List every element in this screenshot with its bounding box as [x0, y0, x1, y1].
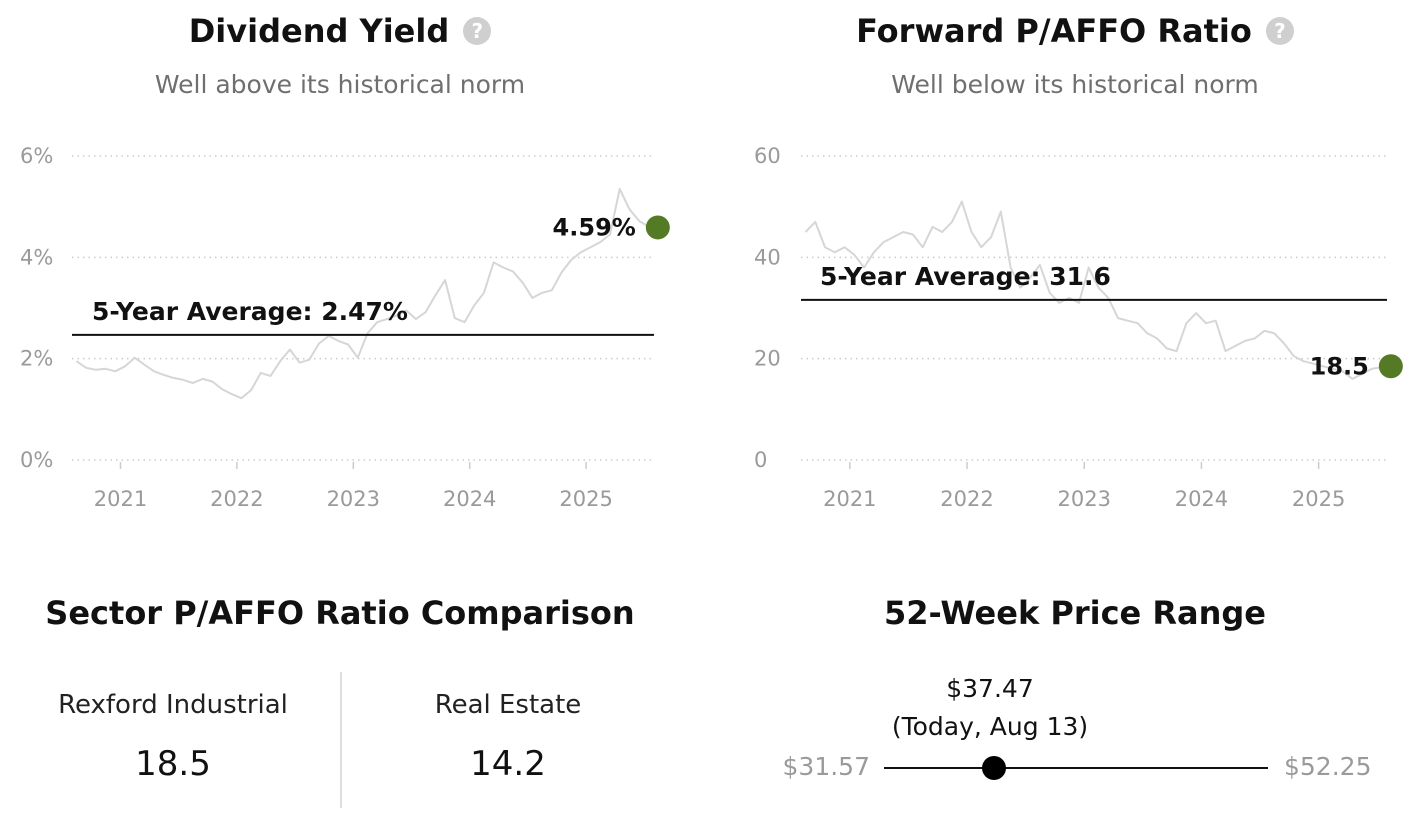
y-tick-label: 20 [754, 347, 781, 371]
x-tick-label: 2023 [1058, 487, 1111, 511]
dividend-yield-chart: Dividend Yield? Well above its historica… [0, 0, 680, 520]
x-tick-label: 2021 [823, 487, 876, 511]
x-tick-label: 2024 [443, 487, 496, 511]
forward-paffo-chart: Forward P/AFFO Ratio? Well below its his… [730, 0, 1420, 520]
y-tick-label: 4% [20, 245, 53, 269]
sector-item-value: 14.2 [470, 744, 546, 784]
x-tick-label: 2022 [210, 487, 263, 511]
current-value-label: 4.59% [553, 213, 636, 241]
x-tick-label: 2024 [1175, 487, 1228, 511]
forward-paffo-subtitle: Well below its historical norm [891, 70, 1259, 99]
x-tick-label: 2022 [940, 487, 993, 511]
range-low-label: $31.57 [782, 752, 870, 781]
y-tick-label: 0 [754, 448, 767, 472]
range-high-label: $52.25 [1284, 752, 1372, 781]
forward-paffo-plot: 0 20 40 60 2021 2022 2023 2024 2025 5-Year Averag… [754, 144, 1403, 511]
chart-title-dividend-yield: Dividend Yield? [0, 12, 680, 50]
x-tick-label: 2025 [1292, 487, 1345, 511]
sector-item-name: Real Estate [434, 690, 582, 720]
current-price-label: $37.47 [946, 674, 1034, 703]
current-value-marker [1378, 354, 1403, 379]
y-tick-label: 60 [754, 144, 781, 168]
sector-item-rexford: Rexford Industrial 18.5 [8, 690, 338, 784]
dividend-yield-plot: 0% 2% 4% 6% 2021 2022 2023 2024 2025 5-Year Avera… [20, 144, 670, 511]
comparison-divider [340, 672, 342, 808]
dividend-yield-title: Dividend Yield [188, 12, 450, 50]
series-line [804, 200, 1392, 380]
y-tick-label: 0% [20, 448, 53, 472]
x-tick-label: 2023 [327, 487, 380, 511]
average-label: 5-Year Average: 31.6 [820, 262, 1111, 291]
current-value-label: 18.5 [1310, 352, 1369, 380]
y-tick-label: 6% [20, 144, 53, 168]
help-icon[interactable]: ? [463, 17, 492, 45]
price-range-track [884, 767, 1268, 769]
forward-paffo-title: Forward P/AFFO Ratio [856, 12, 1252, 50]
sector-comparison-title: Sector P/AFFO Ratio Comparison [45, 594, 635, 632]
sector-item-real-estate: Real Estate 14.2 [343, 690, 673, 784]
x-tick-label: 2021 [94, 487, 147, 511]
chart-title-forward-paffo: Forward P/AFFO Ratio? [730, 12, 1420, 50]
help-icon[interactable]: ? [1265, 17, 1294, 45]
current-price-marker [981, 756, 1006, 780]
sector-item-value: 18.5 [135, 744, 211, 784]
sector-item-name: Rexford Industrial [58, 690, 288, 720]
current-value-marker [645, 215, 670, 240]
x-tick-label: 2025 [559, 487, 612, 511]
y-tick-label: 40 [754, 245, 781, 269]
y-tick-label: 2% [20, 347, 53, 371]
series-line [75, 187, 658, 400]
current-price-caption: (Today, Aug 13) [891, 712, 1089, 741]
average-label: 5-Year Average: 2.47% [92, 297, 408, 326]
dividend-yield-subtitle: Well above its historical norm [154, 70, 526, 99]
price-range-title: 52-Week Price Range [884, 594, 1266, 632]
